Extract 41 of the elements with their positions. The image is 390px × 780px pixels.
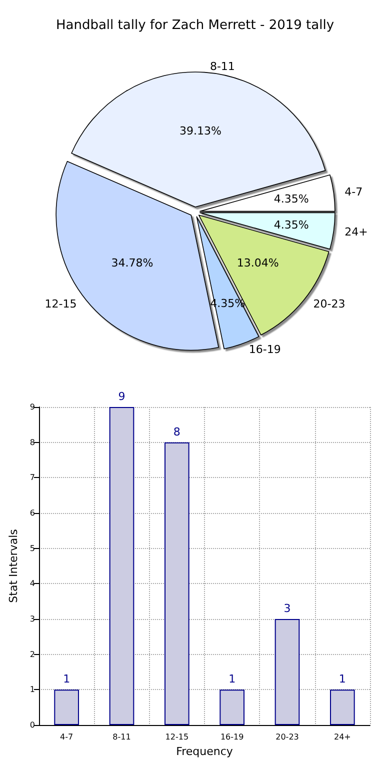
bar xyxy=(274,619,300,725)
y-tick-label: 6 xyxy=(30,508,35,518)
y-axis-title: Stat Intervals xyxy=(7,528,20,603)
data-label: 3 xyxy=(284,602,291,615)
x-axis-title: Frequency xyxy=(176,744,234,758)
x-tick-label: 4-7 xyxy=(60,732,74,742)
data-label: 34.78% xyxy=(111,256,154,270)
y-tick-label: 9 xyxy=(30,402,35,412)
data-label: 1 xyxy=(338,672,346,686)
bar xyxy=(330,690,355,725)
bar xyxy=(164,442,190,725)
y-tick-label: 4 xyxy=(30,579,35,588)
y-tick-label: 5 xyxy=(30,544,35,553)
y-tick-label: 3 xyxy=(30,614,35,624)
data-label: 1 xyxy=(228,672,236,686)
data-label: 9 xyxy=(118,390,126,403)
data-label: 4.35% xyxy=(274,192,309,206)
data-label: 39.13% xyxy=(180,124,222,138)
y-tick-label: 1 xyxy=(30,685,35,694)
x-tick-label: 12-15 xyxy=(165,732,189,742)
slice-label: 24+ xyxy=(344,225,368,238)
x-tick-label: 24+ xyxy=(334,732,351,742)
slice-label: 8-11 xyxy=(210,60,235,73)
slice-label: 12-15 xyxy=(44,298,77,311)
x-tick-label: 16-19 xyxy=(220,732,244,742)
bar xyxy=(220,690,244,725)
slice-label: 16-19 xyxy=(248,343,281,356)
bar xyxy=(109,407,134,725)
x-tick-label: 20-23 xyxy=(276,732,299,742)
x-tick-label: 8-11 xyxy=(112,732,131,742)
y-tick-label: 2 xyxy=(30,650,35,659)
slice-label: 20-23 xyxy=(313,298,346,311)
chart-title: Handball tally for Zach Merrett - 2019 tally xyxy=(56,18,334,33)
y-tick-label: 8 xyxy=(30,438,35,447)
bar xyxy=(54,690,79,725)
data-label: 1 xyxy=(63,672,70,686)
data-label: 13.04% xyxy=(236,256,279,270)
data-label: 4.35% xyxy=(274,218,309,232)
slice-label: 4-7 xyxy=(344,186,363,199)
y-tick-label: 7 xyxy=(30,473,35,482)
data-label: 8 xyxy=(173,425,180,438)
